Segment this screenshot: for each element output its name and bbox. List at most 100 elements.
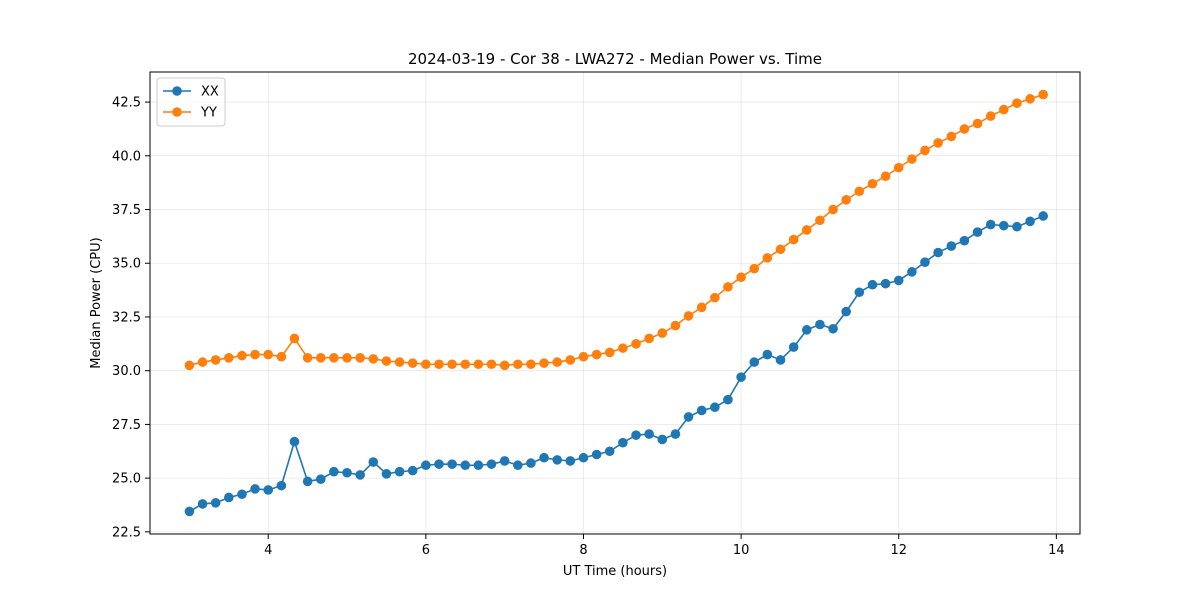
data-point [460, 460, 471, 471]
data-point [775, 355, 786, 365]
data-point [447, 459, 457, 469]
data-point [841, 195, 851, 205]
data-point [696, 405, 707, 416]
data-point [210, 355, 221, 365]
data-point [381, 469, 392, 479]
data-point [736, 272, 746, 283]
data-point [815, 319, 825, 330]
data-point [486, 459, 497, 469]
data-point [407, 465, 418, 476]
data-point [289, 333, 300, 344]
data-point [460, 359, 471, 370]
data-point [907, 267, 917, 277]
data-point [342, 467, 352, 478]
data-point [526, 458, 536, 468]
data-point [710, 292, 720, 303]
x-tick-label: 10 [733, 543, 750, 558]
data-point [197, 357, 208, 367]
data-point [289, 436, 300, 447]
legend-marker [172, 107, 182, 117]
data-point [854, 287, 865, 298]
data-point [355, 352, 365, 363]
data-point [368, 457, 379, 467]
data-point [696, 302, 707, 313]
data-point [920, 145, 930, 156]
data-point [513, 359, 523, 370]
data-point [631, 339, 641, 349]
chart-title: 2024-03-19 - Cor 38 - LWA272 - Median Po… [408, 50, 822, 68]
data-point [1025, 94, 1035, 104]
legend-marker [172, 86, 182, 96]
data-point [893, 275, 904, 286]
data-point [421, 359, 431, 370]
data-point [381, 356, 392, 366]
data-point [407, 358, 418, 368]
data-point [302, 352, 313, 363]
data-point [263, 485, 274, 495]
data-point [434, 459, 444, 469]
data-point [959, 235, 970, 246]
y-axis-label: Median Power (CPU) [89, 237, 104, 368]
y-tick-label: 30.0 [112, 364, 141, 379]
data-point [801, 325, 812, 335]
data-point [394, 357, 405, 367]
data-point [499, 456, 510, 466]
data-point [867, 178, 878, 189]
data-point [591, 349, 602, 360]
data-point [315, 352, 326, 363]
data-point [250, 349, 260, 360]
data-point [815, 215, 825, 226]
data-point [788, 342, 799, 352]
data-point [394, 466, 405, 477]
data-point [946, 241, 957, 251]
data-point [762, 349, 773, 360]
data-point [801, 225, 812, 235]
data-point [329, 352, 339, 363]
data-point [946, 131, 957, 142]
y-tick-label: 22.5 [112, 525, 141, 540]
data-point [499, 360, 510, 371]
data-point [237, 350, 247, 361]
data-point [1038, 89, 1048, 100]
data-point [447, 359, 457, 370]
data-point [644, 429, 654, 439]
data-point [670, 320, 681, 331]
data-point [775, 244, 786, 255]
data-point [604, 347, 615, 358]
data-point [683, 311, 694, 321]
y-tick-label: 32.5 [112, 310, 141, 325]
data-point [670, 429, 681, 439]
data-point [513, 460, 523, 471]
data-point [263, 349, 274, 360]
data-point [473, 359, 484, 370]
data-point [657, 434, 668, 445]
series-yy [184, 89, 1048, 371]
y-tick-label: 37.5 [112, 203, 141, 218]
data-point [683, 412, 694, 422]
data-point [565, 355, 576, 365]
data-point [710, 402, 720, 413]
data-point [237, 489, 247, 500]
data-point [329, 466, 339, 477]
x-tick-label: 8 [579, 543, 587, 558]
data-point [933, 138, 943, 148]
data-point [828, 323, 838, 334]
data-point [998, 104, 1009, 115]
data-point [342, 352, 352, 363]
data-point [224, 492, 234, 503]
x-tick-label: 12 [890, 543, 907, 558]
data-point [1038, 211, 1048, 221]
data-point [998, 220, 1009, 231]
data-point [867, 279, 878, 290]
data-point [933, 247, 943, 258]
data-point [184, 506, 195, 517]
data-point [893, 162, 904, 173]
y-tick-label: 27.5 [112, 418, 141, 433]
data-point [224, 352, 234, 363]
x-axis-label: UT Time (hours) [563, 564, 667, 579]
data-point [578, 351, 589, 362]
data-point [302, 476, 313, 487]
data-point [421, 460, 431, 471]
data-point [880, 171, 891, 182]
